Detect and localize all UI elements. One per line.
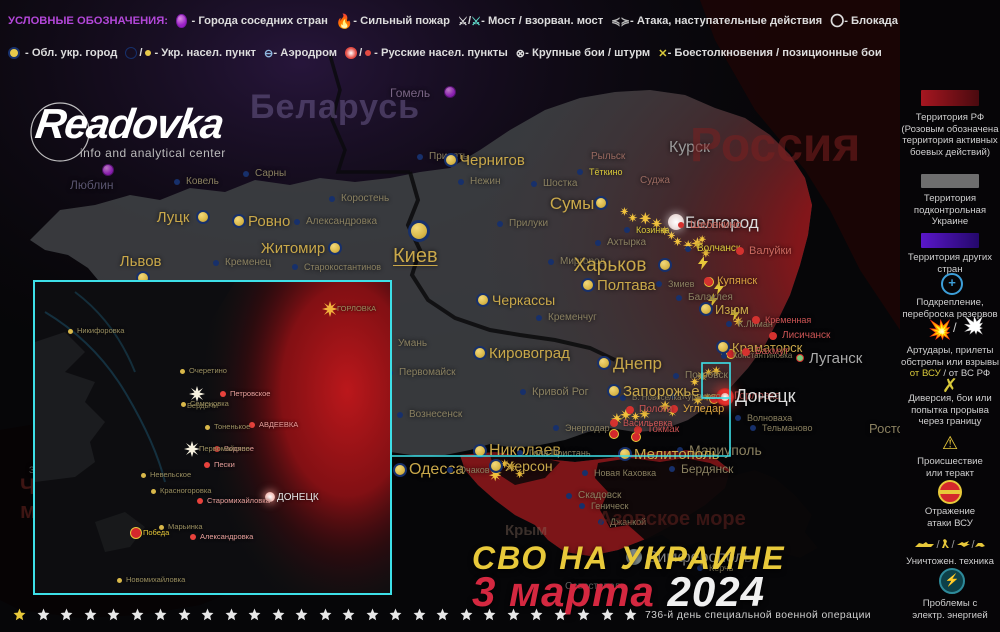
svg-text:/: /	[937, 539, 941, 551]
svg-text:/: /	[972, 539, 976, 551]
svg-text:/: /	[952, 539, 956, 551]
